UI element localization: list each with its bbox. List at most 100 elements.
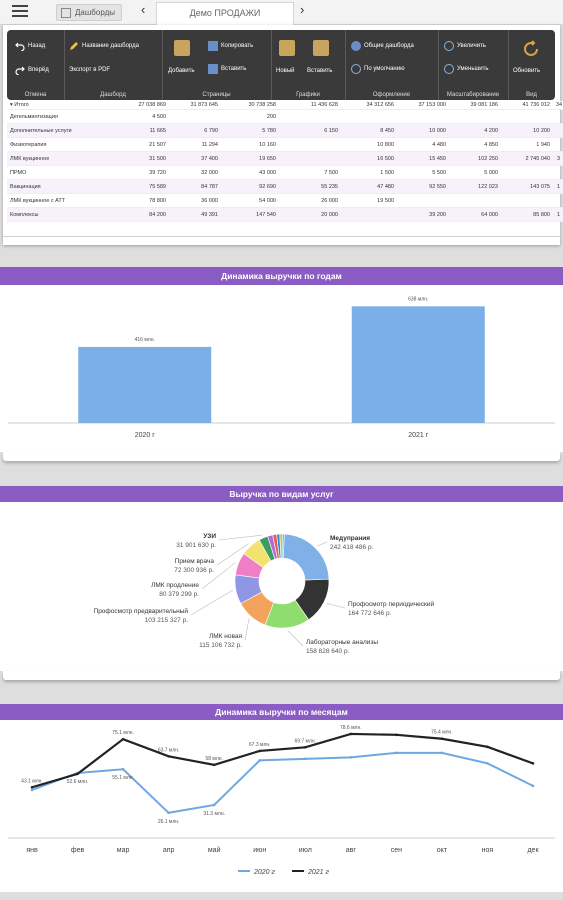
- table-row[interactable]: Комплексы 84 200 49 391 147 540 20 000 39 200…: [7, 207, 563, 222]
- series-point: [486, 745, 489, 749]
- table-cell: 11 436 628: [279, 101, 341, 110]
- add-page-button[interactable]: Добавить: [168, 68, 195, 74]
- point-value-label: 26.1 млн.: [158, 819, 180, 825]
- table-cell: [341, 207, 397, 222]
- palette-icon: [351, 41, 361, 51]
- dashboards-breadcrumb[interactable]: Дашборды: [56, 4, 122, 21]
- series-point: [30, 785, 34, 789]
- table-cell: 39 720: [117, 165, 169, 180]
- x-tick-label: июл: [299, 847, 312, 854]
- undo-icon: [15, 42, 25, 51]
- point-value-label: 58 млн.: [205, 756, 222, 762]
- point-value-label: 43.1 млн.: [21, 778, 43, 784]
- table-cell: 92 690: [221, 179, 279, 194]
- table-cell: 78 800: [117, 193, 169, 208]
- table-row[interactable]: ПРМО 39 720 32 000 43 000 7 500 1 500 5 500 5 0…: [7, 165, 563, 180]
- forward-arrow-icon[interactable]: ›: [300, 2, 305, 17]
- zoom-in-icon: [444, 41, 454, 51]
- zoom-in-button[interactable]: Увеличить: [444, 41, 486, 51]
- table-cell: 1: [553, 207, 563, 222]
- legend-label: 2021 г: [307, 869, 330, 876]
- card-bottom-edge: [3, 671, 560, 680]
- pie-slice-name: Лабораторные анализы: [306, 638, 378, 646]
- table-row[interactable]: ▾ Итого 27 038 869 31 873 645 30 738 258 11 …: [7, 101, 563, 110]
- rename-dashboard-button[interactable]: Название дашборда: [69, 41, 139, 51]
- series-point: [531, 784, 535, 788]
- series-point: [440, 737, 444, 741]
- ribbon-group-label: Страницы: [202, 92, 231, 98]
- pie-slice-value: 115 106 732 р.: [199, 642, 242, 649]
- paste-chart-button[interactable]: Вставить: [307, 68, 333, 74]
- pie-chart-title: Выручка по видам услуг: [0, 486, 563, 502]
- copy-page-button[interactable]: Копировать: [208, 41, 253, 51]
- table-cell: [553, 123, 563, 138]
- table-cell: [553, 109, 563, 124]
- series-point: [258, 749, 262, 753]
- table-row[interactable]: ЛМК вукцинное с АТТ 78 800 36 000 54 000 26 …: [7, 193, 563, 208]
- undo-button[interactable]: Назад: [15, 41, 45, 51]
- yearly-revenue-chart: 416 млн. 2020 г 638 млн. 2021 г: [8, 296, 555, 439]
- table-cell: 1 500: [341, 165, 397, 180]
- series-point: [349, 732, 353, 736]
- pie-slice-value: 103 215 327 р.: [145, 617, 189, 624]
- default-style-button[interactable]: По умолчанию: [351, 64, 405, 74]
- ribbon-group-label: Вид: [526, 92, 537, 98]
- menu-icon[interactable]: [12, 5, 28, 17]
- table-cell: 5 000: [449, 165, 501, 180]
- table-row[interactable]: Физиотерапия 21 507 11 294 10 160 10 800 4 48…: [7, 137, 563, 152]
- point-value-label: 78.6 млн.: [340, 725, 362, 731]
- table-row[interactable]: ЛМК вукцинное 31 500 37 400 19 650 16 500 15 …: [7, 151, 563, 166]
- table-cell: 31 500: [117, 151, 169, 166]
- table-cell: 49 391: [169, 207, 221, 222]
- export-pdf-button[interactable]: Экспорт в PDF: [69, 67, 111, 73]
- table-cell: 92 550: [397, 179, 449, 194]
- table-cell: 26 000: [279, 193, 341, 208]
- redo-button[interactable]: Вперёд: [15, 65, 49, 75]
- table-cell: 39 200: [397, 207, 449, 222]
- back-arrow-icon[interactable]: ‹: [141, 2, 146, 17]
- row-label: Дегельминтизация: [7, 109, 117, 124]
- table-cell: 7 500: [279, 165, 341, 180]
- tab-demo-sales[interactable]: Демо ПРОДАЖИ: [156, 2, 294, 25]
- dashboard-settings-button[interactable]: Общие дашборда: [351, 41, 414, 51]
- refresh-button[interactable]: Обновить: [513, 68, 541, 74]
- series-point: [212, 803, 216, 807]
- x-tick-label: май: [208, 846, 221, 854]
- paste-page-button[interactable]: Вставить: [208, 64, 246, 74]
- table-cell: 55 235: [279, 179, 341, 194]
- services-pie-chart: Медупрания 242 418 486 р. Профосмотр перио…: [94, 533, 435, 655]
- top-bar: Дашборды ‹ Демо ПРОДАЖИ ›: [0, 0, 563, 25]
- table-cell: 36 000: [169, 193, 221, 208]
- table-cell: 4 480: [397, 137, 449, 152]
- table-row[interactable]: Вакцинация 75 589 84 787 92 690 55 235 47 480…: [7, 179, 563, 194]
- ribbon-group-label: Графики: [296, 92, 320, 98]
- pie-slice-name: Медупрания: [330, 535, 370, 542]
- row-label: Комплексы: [7, 207, 117, 222]
- table-row[interactable]: Дополнительные услуги 11 665 6 790 5 780 6 1…: [7, 123, 563, 138]
- ribbon-group-zoom: Увеличить Уменьшить Масштабирование: [438, 30, 509, 100]
- table-cell: [501, 109, 553, 124]
- series-point: [121, 737, 125, 741]
- redo-icon: [15, 66, 25, 75]
- ribbon-group-label: Отмена: [24, 92, 47, 98]
- table-cell: [279, 109, 341, 124]
- table-cell: 122 023: [449, 179, 501, 194]
- table-cell: 1 940: [501, 137, 553, 152]
- table-cell: [279, 137, 341, 152]
- pie-leader-line: [326, 603, 346, 609]
- bar-value-label: 416 млн.: [135, 337, 155, 343]
- panel-footer: [3, 236, 560, 247]
- pie-slice-value: 80 379 299 р.: [159, 591, 199, 598]
- pie-leader-line: [244, 618, 250, 641]
- x-tick-label: 2020 г: [135, 432, 156, 439]
- table-cell: 31 873 645: [169, 101, 221, 110]
- table-cell: 6 790: [169, 123, 221, 138]
- table-row[interactable]: Дегельминтизация 4 500 200: [7, 109, 563, 124]
- zoom-out-button[interactable]: Уменьшить: [444, 64, 488, 74]
- series-point: [440, 751, 444, 755]
- series-point: [531, 762, 535, 765]
- row-label: ▾ Итого: [7, 101, 117, 110]
- new-chart-icon: [279, 40, 295, 56]
- series-point: [395, 751, 398, 755]
- new-chart-button[interactable]: Новый: [276, 68, 295, 74]
